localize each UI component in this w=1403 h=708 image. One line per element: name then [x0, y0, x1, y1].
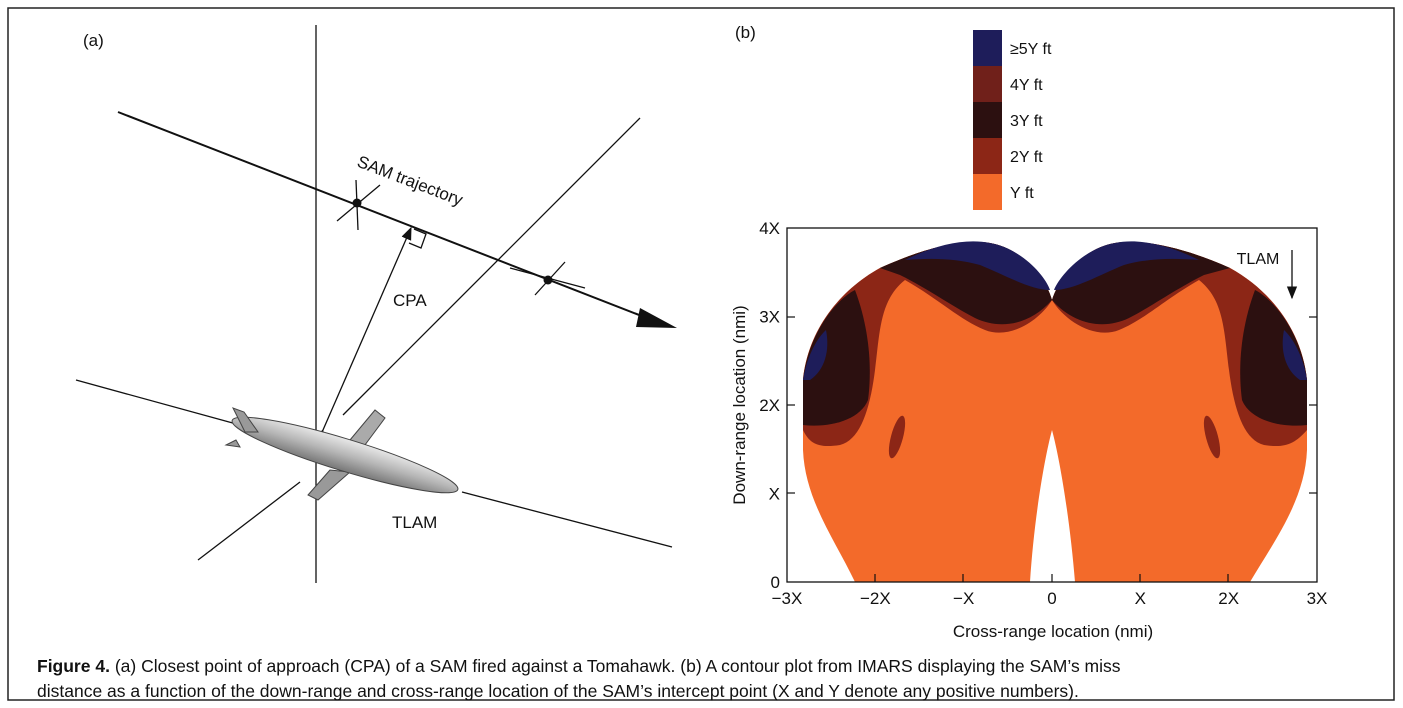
x-tick-label: −2X: [860, 589, 891, 608]
x-tick-label: X: [1135, 589, 1146, 608]
legend-swatch: [973, 174, 1002, 210]
x-tick-label: −X: [953, 589, 974, 608]
legend-label: ≥5Y ft: [1010, 41, 1052, 58]
y-ticks: 0 X 2X 3X 4X: [759, 219, 780, 592]
caption-label: Figure 4.: [37, 656, 110, 676]
y-axis-label: Down-range location (nmi): [730, 305, 749, 504]
y-tick-label: 2X: [759, 396, 780, 415]
x-axis-label: Cross-range location (nmi): [953, 622, 1153, 641]
legend-swatch: [973, 102, 1002, 138]
y-tick-label: 3X: [759, 308, 780, 327]
direction-label: TLAM: [1237, 251, 1280, 268]
legend-label: Y ft: [1010, 185, 1034, 202]
x-tick-label: 0: [1047, 589, 1056, 608]
y-tick-label: X: [769, 485, 780, 504]
page: {"panel_a": {"label": "(a)", "trajectory…: [0, 0, 1403, 708]
y-tick-label: 4X: [759, 219, 780, 238]
legend-swatch: [973, 30, 1002, 66]
y-tick-label: 0: [771, 573, 780, 592]
caption: distance as a function of the down-range…: [37, 681, 1079, 701]
caption-text: (a) Closest point of approach (CPA) of a…: [115, 656, 1121, 676]
panel-label: (b): [735, 23, 756, 42]
x-tick-label: 2X: [1218, 589, 1239, 608]
contour-plot: [787, 228, 1317, 582]
legend-label: 3Y ft: [1010, 113, 1043, 130]
diagram-a: [76, 25, 677, 583]
legend: ≥5Y ft 4Y ft 3Y ft 2Y ft Y ft: [973, 30, 1052, 210]
legend-label: 4Y ft: [1010, 77, 1043, 94]
legend-label: 2Y ft: [1010, 149, 1043, 166]
caption: Figure 4. (a) Closest point of approach …: [37, 656, 1121, 676]
panel-label: (a): [83, 31, 104, 50]
legend-swatch: [973, 138, 1002, 174]
cpa-label: CPA: [393, 291, 427, 310]
missile-label: TLAM: [392, 513, 437, 532]
figure: (a) SAM trajectory CPA TLAM (b) ≥5Y ft 4Y…: [0, 0, 1403, 708]
trajectory-label: SAM trajectory: [355, 152, 466, 210]
legend-swatch: [973, 66, 1002, 102]
x-tick-label: 3X: [1307, 589, 1328, 608]
